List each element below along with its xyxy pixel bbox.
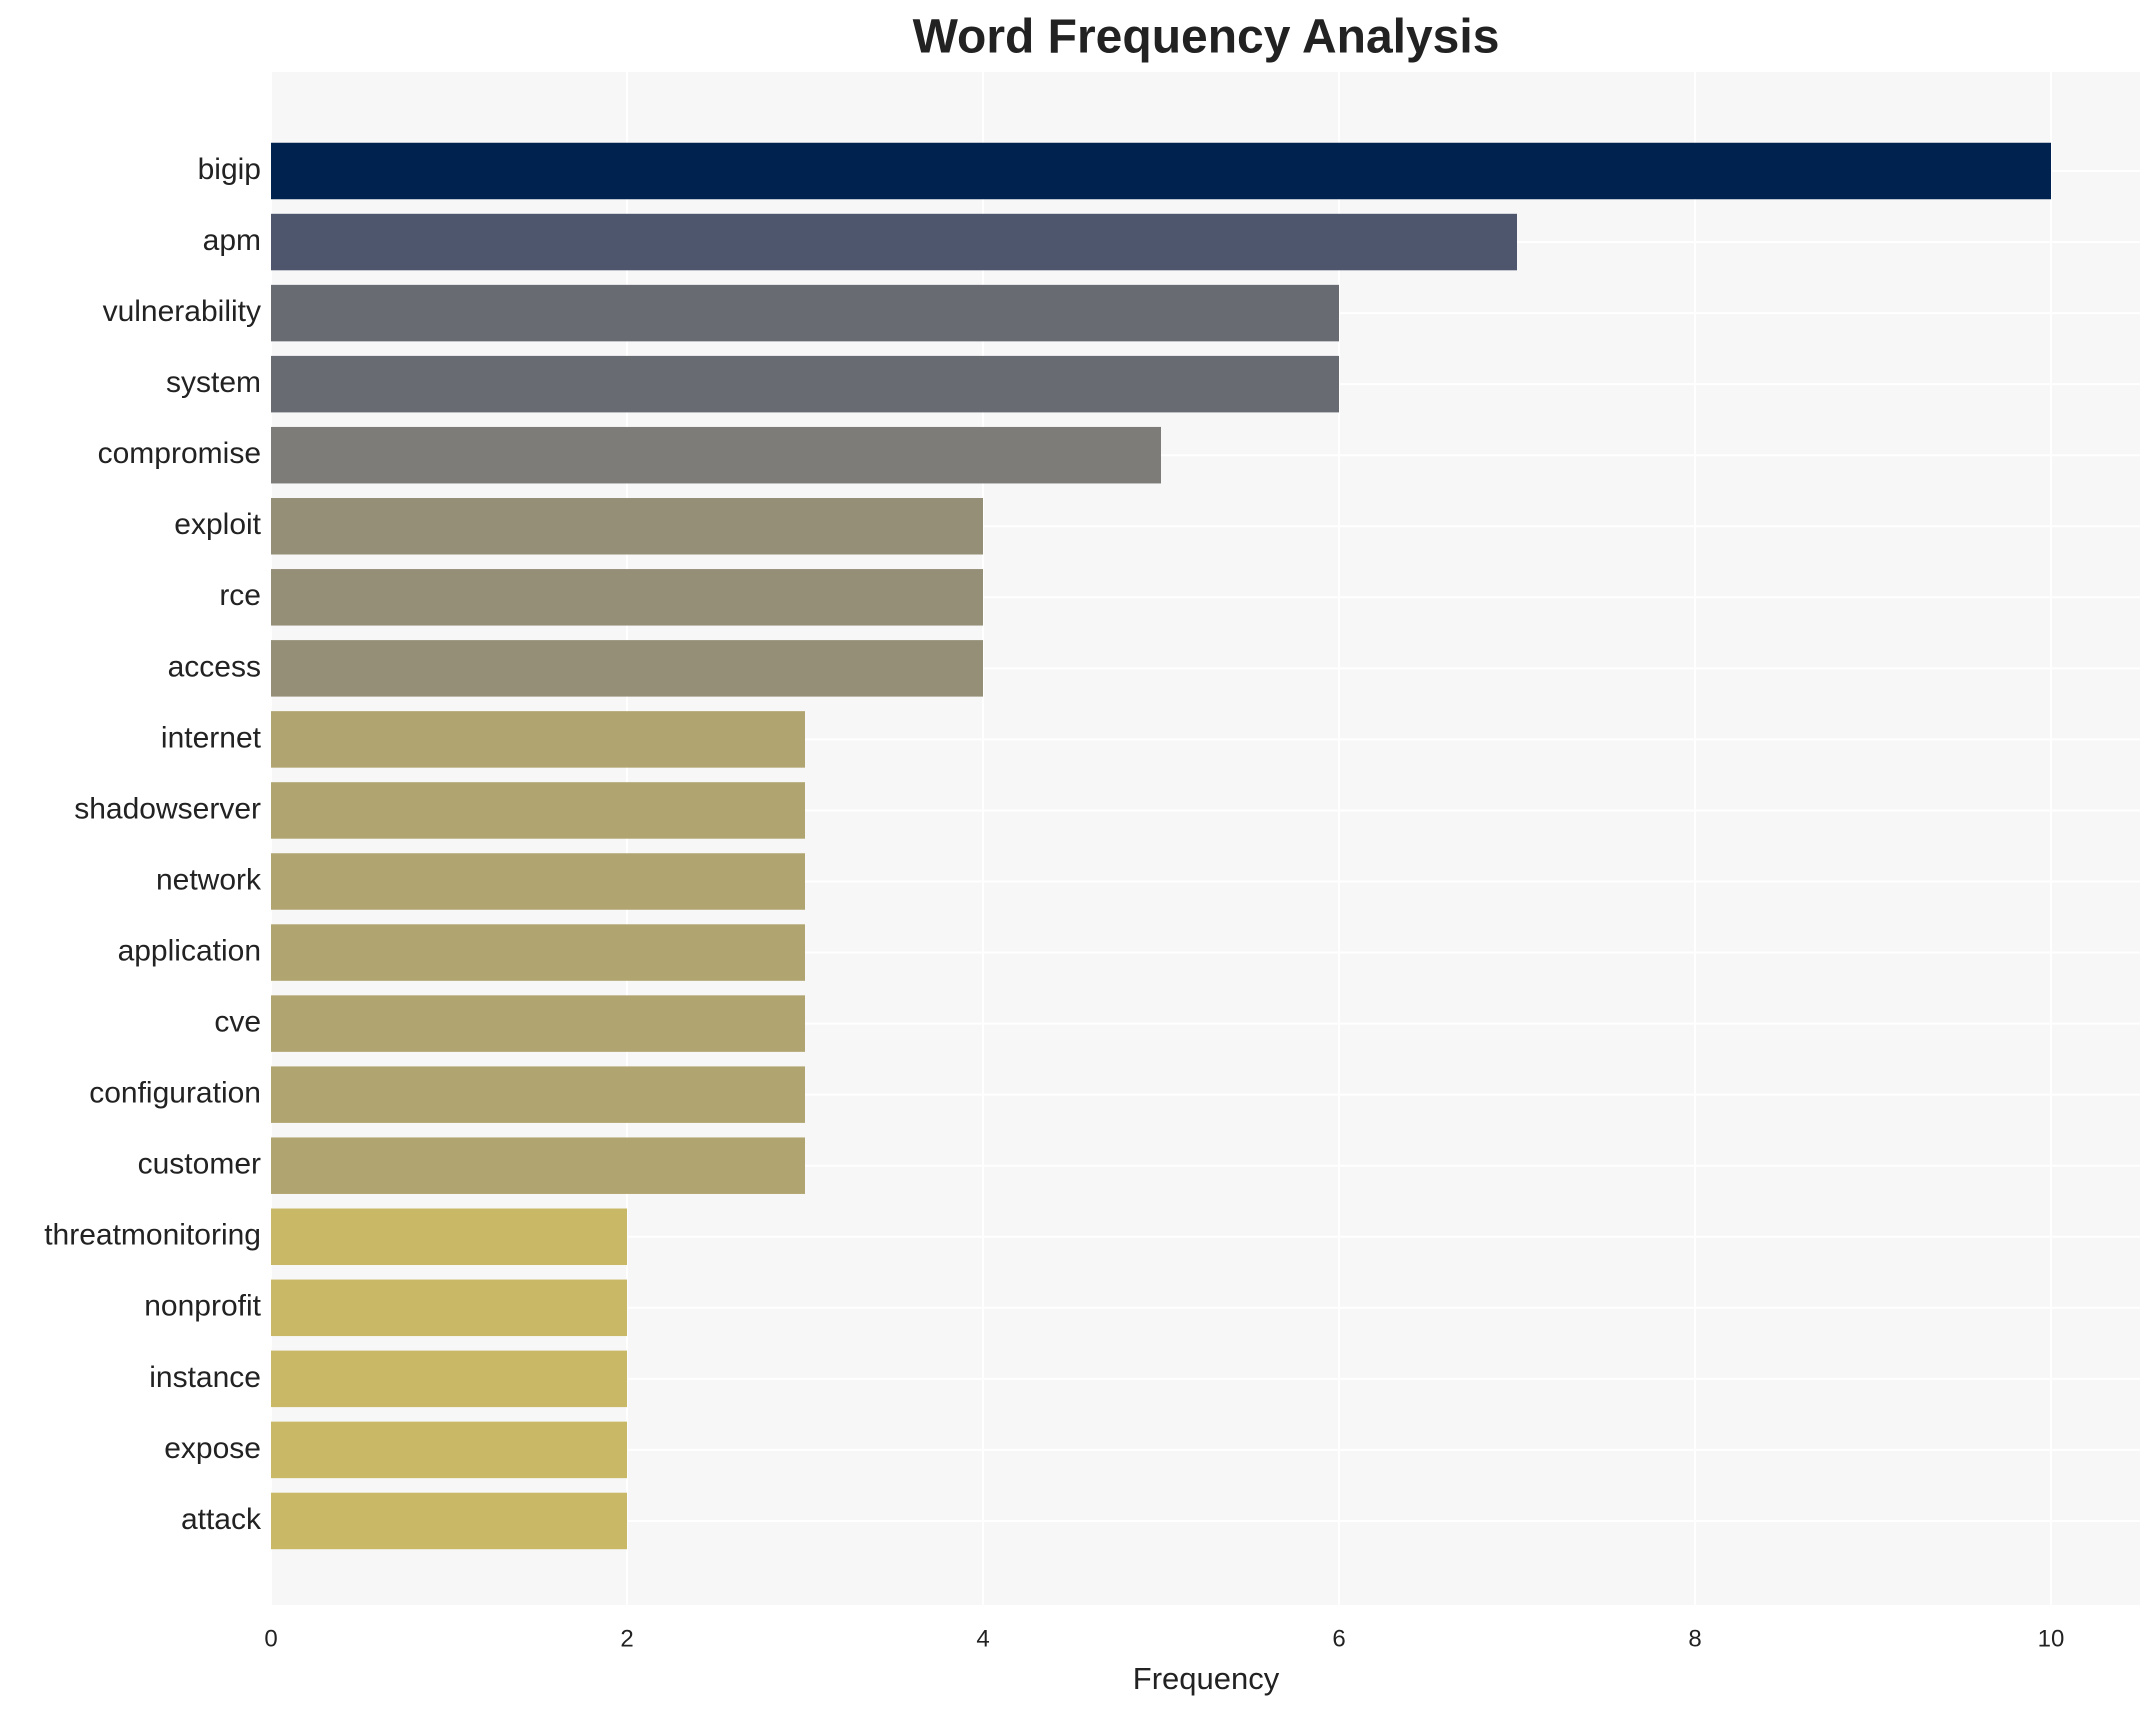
- bar: [271, 142, 2051, 200]
- chart-title: Word Frequency Analysis: [913, 11, 1500, 64]
- y-tick-label: cve: [214, 1006, 261, 1039]
- bar: [271, 1492, 627, 1550]
- y-tick-label: nonprofit: [144, 1290, 261, 1323]
- bar: [271, 355, 1339, 413]
- bar: [271, 1350, 627, 1408]
- y-tick-label: compromise: [98, 437, 261, 470]
- x-tick-label: 8: [1688, 1625, 1701, 1652]
- bar: [271, 284, 1339, 342]
- y-tick-label: application: [118, 934, 261, 967]
- y-tick-label: shadowserver: [74, 792, 261, 825]
- y-tick-label: instance: [149, 1361, 261, 1394]
- y-tick-label: bigip: [198, 153, 261, 186]
- bar: [271, 711, 805, 768]
- y-tick-label: expose: [164, 1432, 261, 1465]
- y-tick-label: configuration: [89, 1077, 261, 1110]
- x-tick-label: 2: [620, 1625, 633, 1652]
- y-tick-label: system: [166, 366, 261, 399]
- bar: [271, 1137, 805, 1194]
- bar: [271, 640, 983, 697]
- bar: [271, 426, 1161, 484]
- y-tick-label: threatmonitoring: [44, 1219, 261, 1252]
- y-tick-label: apm: [203, 224, 261, 257]
- bar: [271, 995, 805, 1052]
- y-tick-label: rce: [219, 579, 261, 612]
- y-tick-label: attack: [181, 1503, 262, 1536]
- bar: [271, 498, 983, 555]
- x-axis-label: Frequency: [1133, 1661, 1280, 1696]
- y-tick-label: customer: [138, 1148, 261, 1181]
- x-tick-label: 0: [264, 1625, 277, 1652]
- y-tick-label: network: [156, 863, 262, 896]
- bar: [271, 924, 805, 981]
- y-tick-label: exploit: [174, 508, 261, 541]
- bar: [271, 1208, 627, 1265]
- bar: [271, 1421, 627, 1479]
- x-tick-label: 10: [2038, 1625, 2065, 1652]
- x-tick-label: 6: [1332, 1625, 1345, 1652]
- y-tick-label: vulnerability: [103, 295, 261, 328]
- bar: [271, 782, 805, 839]
- bar: [271, 569, 983, 626]
- x-tick-label: 4: [976, 1625, 989, 1652]
- y-tick-label: internet: [161, 721, 262, 754]
- bar: [271, 1279, 627, 1337]
- bar: [271, 1066, 805, 1123]
- bar: [271, 853, 805, 910]
- bar: [271, 213, 1517, 271]
- y-tick-label: access: [168, 650, 261, 683]
